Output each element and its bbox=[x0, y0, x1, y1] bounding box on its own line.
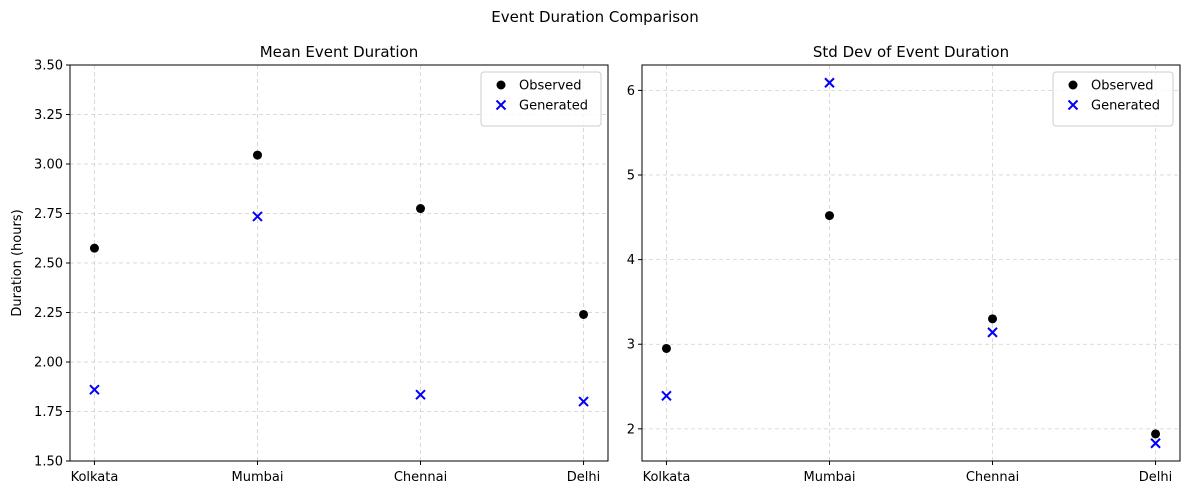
left-chart-observed-point-delhi bbox=[579, 309, 589, 319]
right-chart-observed-point-delhi bbox=[1151, 429, 1161, 439]
right-chart-legend-label-generated: Generated bbox=[1091, 99, 1160, 114]
right-chart-plot-frame bbox=[641, 64, 1181, 462]
left-chart-x-tick-label-kolkata: Kolkata bbox=[71, 470, 119, 485]
left-chart-y-tick-label: 1.75 bbox=[34, 405, 63, 420]
left-chart-y-tick-label: 2.00 bbox=[34, 356, 63, 371]
figure-title: Event Duration Comparison bbox=[491, 8, 698, 26]
left-chart-x-tick-label-delhi: Delhi bbox=[567, 470, 600, 485]
right-chart-observed-point-chennai bbox=[988, 314, 998, 324]
right-chart-title: Std Dev of Event Duration bbox=[813, 43, 1009, 61]
left-chart-x-tick-label-mumbai: Mumbai bbox=[232, 470, 284, 485]
right-chart-x-tick-label-delhi: Delhi bbox=[1139, 470, 1172, 485]
right-chart-legend-marker-generated bbox=[1067, 99, 1079, 111]
right-chart-y-tick-label: 2 bbox=[627, 422, 635, 437]
right-chart-std-duration: Std Dev of Event Duration 2 3 4 5 6 Kolkata Mu… bbox=[627, 43, 1181, 485]
left-chart-legend: Observed Generated bbox=[480, 71, 602, 127]
right-chart-x-tick-label-chennai: Chennai bbox=[966, 470, 1019, 485]
right-chart-observed-point-kolkata bbox=[661, 343, 671, 353]
left-chart-legend-marker-generated bbox=[495, 99, 507, 111]
left-chart-generated-point-chennai bbox=[415, 389, 426, 400]
right-chart-y-tick-label: 4 bbox=[627, 253, 635, 268]
left-chart-y-tick-label: 1.50 bbox=[34, 455, 63, 470]
left-chart-y-tick-label: 3.00 bbox=[34, 158, 63, 173]
left-chart-y-axis-label: Duration (hours) bbox=[10, 209, 25, 316]
right-chart-x-tick-label-kolkata: Kolkata bbox=[643, 470, 691, 485]
right-chart-observed-point-mumbai bbox=[824, 211, 834, 221]
left-chart-legend-label-observed: Observed bbox=[519, 79, 582, 94]
right-chart-legend-box bbox=[1052, 71, 1174, 127]
right-chart-x-tick-label-mumbai: Mumbai bbox=[804, 470, 856, 485]
left-chart-observed-point-mumbai bbox=[252, 150, 262, 160]
left-chart-plot-frame bbox=[69, 64, 609, 462]
right-chart-y-tick-label: 6 bbox=[627, 84, 635, 99]
right-chart-generated-point-kolkata bbox=[661, 390, 672, 402]
left-chart-generated-point-kolkata bbox=[89, 384, 100, 395]
left-chart-y-tick-label: 3.25 bbox=[34, 108, 63, 123]
left-chart-y-tick-label: 3.50 bbox=[34, 59, 63, 74]
right-chart-legend-marker-observed bbox=[1068, 80, 1078, 90]
left-chart-y-tick-label: 2.50 bbox=[34, 257, 63, 272]
right-chart-generated-point-mumbai bbox=[824, 77, 835, 88]
left-chart-observed-point-kolkata bbox=[89, 243, 99, 253]
left-chart-generated-point-mumbai bbox=[252, 211, 263, 222]
right-chart-legend: Observed Generated bbox=[1052, 71, 1174, 127]
left-chart-generated-point-delhi bbox=[578, 396, 589, 407]
left-chart-observed-point-chennai bbox=[416, 204, 426, 214]
right-chart-legend-label-observed: Observed bbox=[1091, 79, 1154, 94]
right-chart-y-tick-label: 3 bbox=[627, 338, 635, 353]
left-chart-x-tick-label-chennai: Chennai bbox=[394, 470, 447, 485]
left-chart-legend-label-generated: Generated bbox=[519, 99, 588, 114]
left-chart-title: Mean Event Duration bbox=[260, 43, 419, 61]
left-chart-legend-marker-observed bbox=[496, 80, 506, 90]
right-chart-y-tick-label: 5 bbox=[627, 169, 635, 184]
left-chart-y-tick-label: 2.75 bbox=[34, 207, 63, 222]
left-chart-y-tick-label: 2.25 bbox=[34, 306, 63, 321]
left-chart-mean-duration: Mean Event Duration Duration (hours) 1.5… bbox=[10, 43, 609, 485]
right-chart-generated-point-delhi bbox=[1150, 438, 1161, 449]
left-chart-legend-box bbox=[480, 71, 602, 127]
right-chart-generated-point-chennai bbox=[987, 327, 998, 338]
